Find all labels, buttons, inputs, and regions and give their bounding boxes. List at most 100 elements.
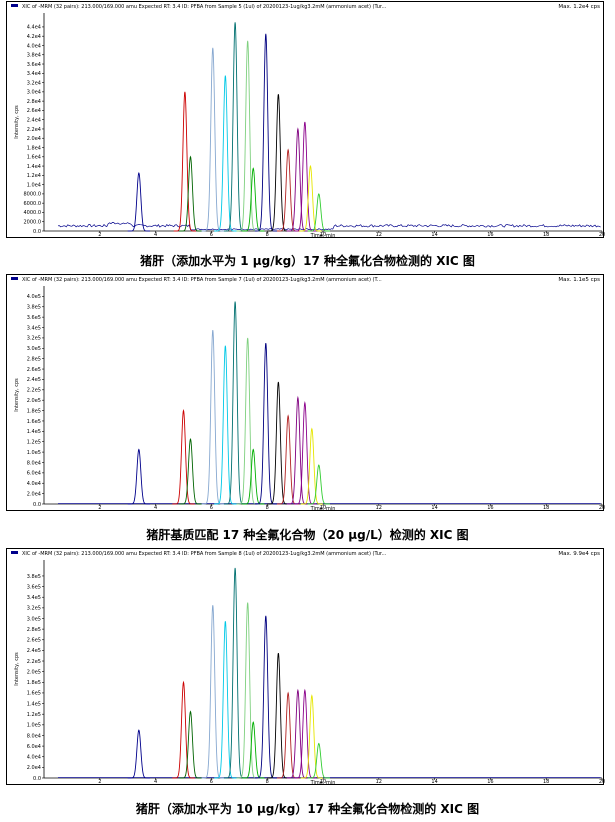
y-tick-label: 3.0e5 <box>27 616 41 622</box>
y-tick-label: 3.0e4 <box>27 90 41 96</box>
y-tick-label: 4.0e5 <box>27 294 41 300</box>
peak-trace-2 <box>172 408 195 505</box>
chromatogram-panel-2: XIC of -MRM (32 pairs): 213.000/169.000 … <box>6 274 606 512</box>
y-tick-label: 1.6e5 <box>27 419 41 425</box>
peak-trace-10 <box>267 94 290 232</box>
x-tick-label: 6 <box>210 779 213 785</box>
y-tick-label: 1.4e5 <box>27 429 41 435</box>
xic-header: XIC of -MRM (32 pairs): 213.000/169.000 … <box>22 4 387 10</box>
peak-trace-1 <box>127 729 151 779</box>
y-tick-label: 3.4e5 <box>27 595 41 601</box>
y-tick-label: 6.0e4 <box>27 471 41 477</box>
chromatogram-panel-1: XIC of -MRM (32 pairs): 213.000/169.000 … <box>6 1 606 239</box>
xic-header: XIC of -MRM (32 pairs): 213.000/169.000 … <box>22 551 387 557</box>
peak-trace-14 <box>300 427 323 505</box>
y-tick-label: 1.2e4 <box>27 173 41 179</box>
x-tick-label: 18 <box>543 779 549 785</box>
y-tick-label: 8.0e4 <box>27 733 41 739</box>
caption-2: 猪肝基质匹配 17 种全氟化合物（20 μg/L）检测的 XIC 图 <box>146 528 469 542</box>
peak-trace-8 <box>242 721 265 779</box>
y-tick-label: 1.2e5 <box>27 440 41 446</box>
y-tick-label: 4.4e4 <box>27 25 41 31</box>
y-tick-label: 1.6e4 <box>27 155 41 161</box>
legend-swatch <box>11 4 18 7</box>
y-tick-label: 2.8e4 <box>27 99 41 105</box>
y-tick-label: 2.6e5 <box>27 367 41 373</box>
x-tick-label: 10 <box>320 779 326 785</box>
peak-trace-3 <box>179 710 202 779</box>
peak-trace-14 <box>300 694 323 779</box>
y-tick-label: 1.6e5 <box>27 691 41 697</box>
y-tick-label: 1.8e5 <box>27 408 41 414</box>
y-tick-label: 6000.0 <box>24 201 42 207</box>
x-tick-label: 12 <box>376 505 382 511</box>
x-tick-label: 4 <box>154 779 157 785</box>
x-tick-label: 20 <box>599 505 605 511</box>
x-tick-label: 2 <box>98 232 101 238</box>
x-tick-label: 16 <box>487 779 493 785</box>
panel-frame <box>6 1 604 238</box>
xic-header: XIC of -MRM (32 pairs): 213.000/169.000 … <box>22 277 382 283</box>
y-tick-label: 3.2e4 <box>27 80 41 86</box>
y-tick-label: 3.8e4 <box>27 53 41 59</box>
x-tick-label: 6 <box>210 505 213 511</box>
x-tick-label: 14 <box>431 779 437 785</box>
y-tick-label: 1.8e4 <box>27 145 41 151</box>
x-tick-label: 8 <box>266 779 269 785</box>
legend-swatch <box>11 277 18 280</box>
peak-trace-15 <box>307 464 330 505</box>
y-tick-label: 2.4e4 <box>27 117 41 123</box>
peak-trace-15 <box>307 742 330 779</box>
y-tick-label: 3.8e5 <box>27 574 41 580</box>
x-axis-label: Time, min <box>310 233 336 239</box>
x-tick-label: 16 <box>487 505 493 511</box>
peak-trace-12 <box>286 127 310 232</box>
y-tick-label: 2.2e5 <box>27 388 41 394</box>
x-axis-label: Time, min <box>310 506 336 512</box>
chromatogram-chart-2: XIC of -MRM (32 pairs): 213.000/169.000 … <box>6 274 605 512</box>
y-tick-label: 3.2e5 <box>27 606 41 612</box>
x-tick-label: 2 <box>98 779 101 785</box>
peak-trace-4 <box>201 330 224 505</box>
y-axis-label: Intensity, cps <box>14 105 20 139</box>
x-tick-label: 6 <box>210 232 213 238</box>
y-tick-label: 3.2e5 <box>27 336 41 342</box>
y-tick-label: 1.0e5 <box>27 450 41 456</box>
y-tick-label: 2000.0 <box>24 220 42 226</box>
baseline-trace <box>57 222 601 231</box>
x-tick-label: 14 <box>431 232 437 238</box>
x-axis-label: Time, min <box>310 780 336 786</box>
peak-trace-4 <box>201 605 224 779</box>
y-tick-label: 3.8e5 <box>27 305 41 311</box>
y-axis-label: Intensity, cps <box>14 378 20 412</box>
y-tick-label: 0.0 <box>33 776 41 782</box>
peak-trace-1 <box>127 171 151 232</box>
peak-trace-9 <box>254 343 277 505</box>
y-tick-label: 2.6e4 <box>27 108 41 114</box>
y-tick-label: 1.0e4 <box>27 182 41 188</box>
y-tick-label: 2.8e5 <box>27 356 41 362</box>
caption-3: 猪肝（添加水平为 10 μg/kg）17 种全氟化合物检测的 XIC 图 <box>135 802 480 816</box>
max-intensity: Max. 9.9e4 cps <box>558 551 600 557</box>
peak-trace-15 <box>307 193 330 232</box>
y-tick-label: 2.4e5 <box>27 648 41 654</box>
y-tick-label: 1.4e5 <box>27 701 41 707</box>
x-tick-label: 18 <box>543 505 549 511</box>
peak-trace-8 <box>242 448 265 505</box>
peak-trace-10 <box>267 652 290 779</box>
y-tick-label: 2.6e5 <box>27 638 41 644</box>
y-tick-label: 1.0e5 <box>27 723 41 729</box>
y-tick-label: 3.4e5 <box>27 325 41 331</box>
panel-frame <box>6 548 604 785</box>
peak-trace-5 <box>214 75 237 232</box>
panel-frame <box>6 274 604 511</box>
y-tick-label: 6.0e4 <box>27 744 41 750</box>
y-tick-label: 2.0e4 <box>27 491 41 497</box>
peak-trace-10 <box>267 381 290 505</box>
y-tick-label: 3.6e4 <box>27 62 41 68</box>
y-tick-label: 4.2e4 <box>27 34 41 40</box>
peak-trace-9 <box>254 33 277 232</box>
y-tick-label: 4000.0 <box>24 210 42 216</box>
y-tick-label: 0.0 <box>33 229 41 235</box>
peak-trace-14 <box>299 164 322 232</box>
